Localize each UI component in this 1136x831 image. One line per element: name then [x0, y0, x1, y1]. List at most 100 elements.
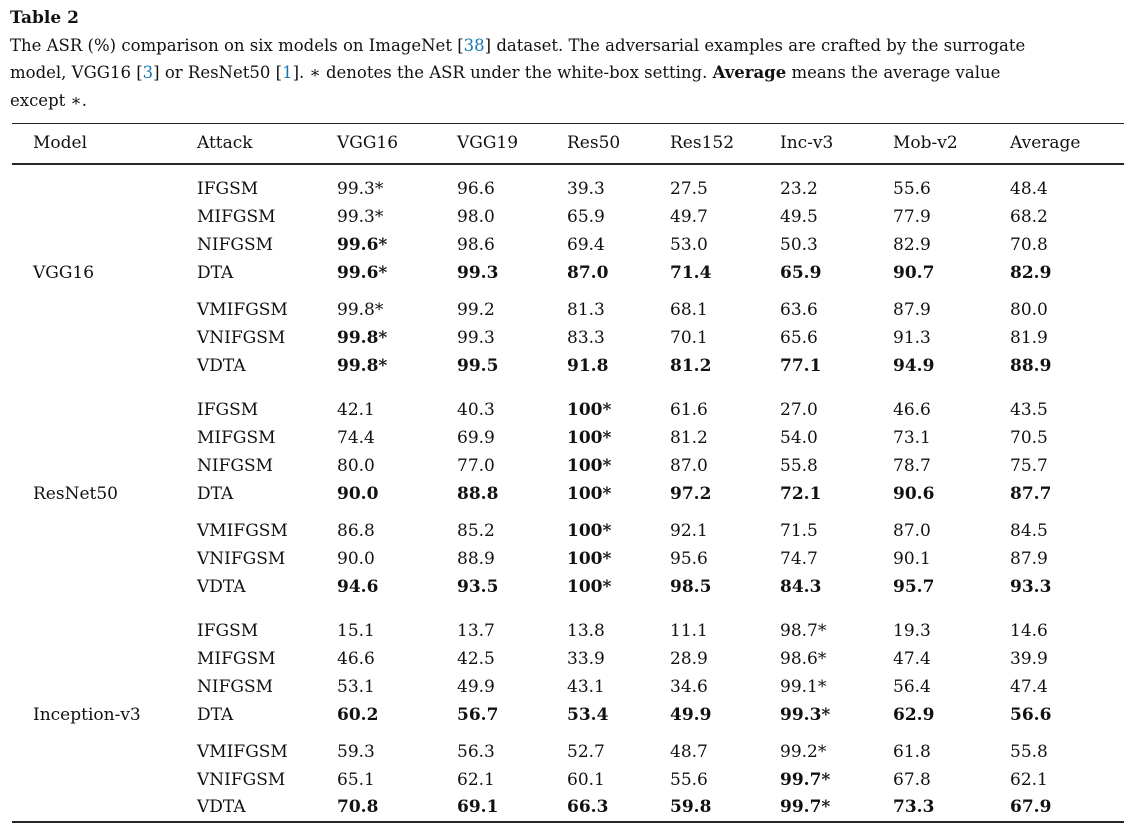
model-cell — [12, 645, 197, 673]
table-row: VDTA 99.8* 99.5 91.8 81.2 77.1 94.9 88.9 — [12, 352, 1124, 380]
model-cell — [12, 231, 197, 259]
caption-text: except ∗. — [10, 90, 87, 110]
model-cell — [12, 617, 197, 645]
value-cell: 46.6 — [337, 648, 375, 669]
model-cell — [12, 517, 197, 545]
value-cell: 60.1 — [567, 769, 605, 790]
value-cell: 91.8 — [567, 355, 609, 376]
attack-cell: VDTA — [197, 355, 246, 376]
table-row: IFGSM 99.3* 96.6 39.3 27.5 23.2 55.6 48.4 — [12, 175, 1124, 203]
citation-link[interactable]: 38 — [463, 36, 485, 55]
value-cell: 65.9 — [567, 206, 605, 227]
value-cell: 65.1 — [337, 769, 375, 790]
col-header-mobv2: Mob-v2 — [893, 133, 958, 154]
table-row: VMIFGSM 99.8* 99.2 81.3 68.1 63.6 87.9 80.0 — [12, 296, 1124, 324]
table-row: ResNet50 DTA 90.0 88.8 100* 97.2 72.1 90.6 87.7 — [12, 480, 1124, 508]
col-header-res152: Res152 — [670, 133, 735, 154]
table-row: VGG16 DTA 99.6* 99.3 87.0 71.4 65.9 90.7 82.9 — [12, 259, 1124, 287]
value-cell: 54.0 — [780, 427, 818, 448]
value-cell: 84.3 — [780, 576, 822, 597]
table-body: IFGSM 99.3* 96.6 39.3 27.5 23.2 55.6 48.4 MIFGSM… — [12, 164, 1124, 822]
value-cell: 27.0 — [780, 399, 818, 420]
value-cell: 63.6 — [780, 299, 818, 320]
value-cell: 100* — [567, 548, 612, 569]
caption-text: means the average value — [786, 63, 1001, 83]
value-cell: 98.6 — [457, 234, 495, 255]
value-cell: 77.1 — [780, 355, 822, 376]
value-cell: 98.5 — [670, 576, 712, 597]
value-cell: 99.1* — [780, 676, 827, 697]
value-cell: 88.9 — [1010, 355, 1052, 376]
value-cell: 62.1 — [457, 769, 495, 790]
value-cell: 13.7 — [457, 620, 495, 641]
value-cell: 69.4 — [567, 234, 605, 255]
value-cell: 97.2 — [670, 483, 712, 504]
value-cell: 67.8 — [893, 769, 931, 790]
citation-link[interactable]: 1 — [282, 63, 293, 83]
value-cell: 66.3 — [567, 797, 609, 818]
value-cell: 67.9 — [1010, 797, 1052, 818]
value-cell: 56.3 — [457, 741, 495, 762]
table-caption: The ASR (%) comparison on six models on … — [10, 32, 1122, 114]
attack-cell: DTA — [197, 262, 234, 283]
attack-cell: VMIFGSM — [197, 520, 288, 541]
model-cell — [12, 324, 197, 352]
model-cell — [12, 573, 197, 601]
value-cell: 70.8 — [1010, 234, 1048, 255]
row-spacer — [12, 508, 1124, 517]
value-cell: 94.6 — [337, 576, 379, 597]
value-cell: 88.9 — [457, 548, 495, 569]
value-cell: 99.3* — [780, 704, 831, 725]
value-cell: 42.1 — [337, 399, 375, 420]
row-spacer — [12, 729, 1124, 738]
col-header-res50: Res50 — [567, 133, 621, 154]
value-cell: 43.5 — [1010, 399, 1048, 420]
value-cell: 42.5 — [457, 648, 495, 669]
value-cell: 74.7 — [780, 548, 818, 569]
table-row: VMIFGSM 59.3 56.3 52.7 48.7 99.2* 61.8 55.8 — [12, 738, 1124, 766]
value-cell: 60.2 — [337, 704, 379, 725]
value-cell: 81.9 — [1010, 327, 1048, 348]
value-cell: 56.4 — [893, 676, 931, 697]
model-cell — [12, 396, 197, 424]
value-cell: 94.9 — [893, 355, 935, 376]
caption-text: model, VGG16 — [10, 63, 137, 83]
col-header-attack: Attack — [197, 133, 253, 154]
value-cell: 99.3 — [457, 327, 495, 348]
table-row: VNIFGSM 65.1 62.1 60.1 55.6 99.7* 67.8 62.1 — [12, 766, 1124, 794]
caption-bracket: [ — [457, 36, 464, 55]
caption-bracket: [ — [275, 63, 283, 83]
value-cell: 70.5 — [1010, 427, 1048, 448]
caption-bracket: [ — [136, 63, 143, 83]
table-title: Table 2 — [10, 8, 79, 28]
value-cell: 56.7 — [457, 704, 499, 725]
value-cell: 98.0 — [457, 206, 495, 227]
value-cell: 85.2 — [457, 520, 495, 541]
value-cell: 99.6* — [337, 234, 388, 255]
value-cell: 87.0 — [893, 520, 931, 541]
attack-cell: NIFGSM — [197, 234, 274, 255]
attack-cell: MIFGSM — [197, 427, 276, 448]
attack-cell: MIFGSM — [197, 648, 276, 669]
value-cell: 90.1 — [893, 548, 931, 569]
attack-cell: NIFGSM — [197, 676, 274, 697]
table-row: VNIFGSM 99.8* 99.3 83.3 70.1 65.6 91.3 81.9 — [12, 324, 1124, 352]
value-cell: 90.7 — [893, 262, 935, 283]
value-cell: 65.9 — [780, 262, 822, 283]
value-cell: 93.5 — [457, 576, 499, 597]
value-cell: 50.3 — [780, 234, 818, 255]
caption-text: . ∗ denotes the ASR under the white-box … — [299, 63, 713, 83]
table-row: IFGSM 15.1 13.7 13.8 11.1 98.7* 19.3 14.6 — [12, 617, 1124, 645]
value-cell: 100* — [567, 427, 612, 448]
value-cell: 68.1 — [670, 299, 708, 320]
citation-link[interactable]: 3 — [142, 63, 154, 83]
value-cell: 40.3 — [457, 399, 495, 420]
value-cell: 70.8 — [337, 797, 379, 818]
value-cell: 88.8 — [457, 483, 499, 504]
value-cell: 59.8 — [670, 797, 712, 818]
model-cell: ResNet50 — [33, 483, 118, 504]
value-cell: 62.9 — [893, 704, 935, 725]
value-cell: 93.3 — [1010, 576, 1052, 597]
value-cell: 11.1 — [670, 620, 708, 641]
